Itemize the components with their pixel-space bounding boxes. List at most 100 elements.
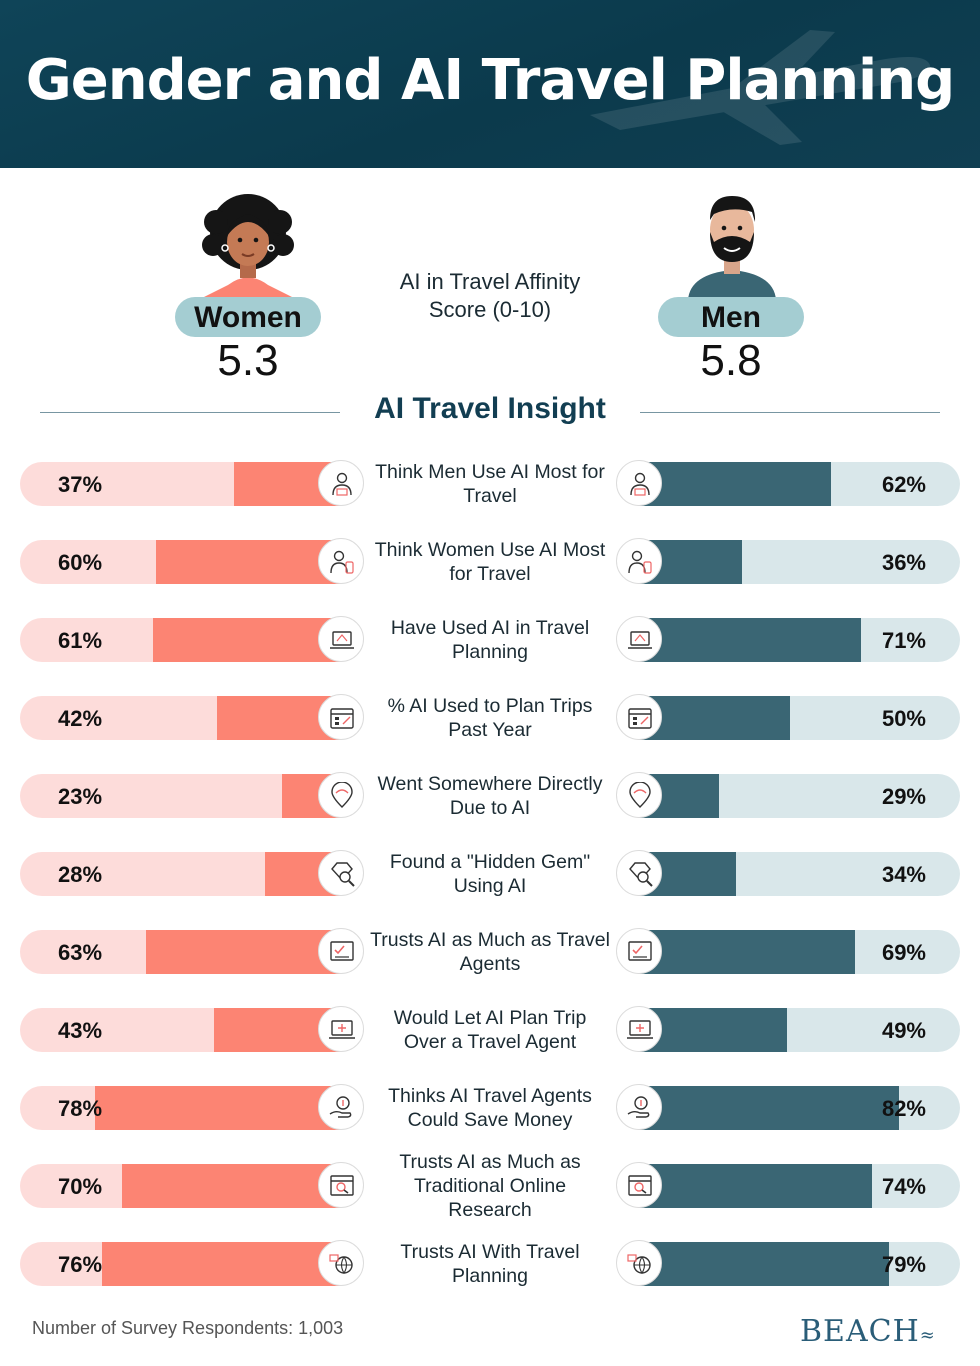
women-label: Women <box>194 301 302 334</box>
category-label: Trusts AI as Much as Travel Agents <box>370 929 610 975</box>
women-bar-track: 78% <box>20 1086 360 1130</box>
men-icon-badge <box>616 460 662 506</box>
insight-row: 70% Trusts AI as Much as Traditional Onli… <box>0 1151 980 1221</box>
men-bar-track: 34% <box>620 852 960 896</box>
women-percent-label: 61% <box>58 628 103 653</box>
women-percent-label: 63% <box>58 940 103 965</box>
calendar-plane-icon <box>330 708 354 729</box>
women-bar-track: 37% <box>20 462 360 506</box>
browser-search-icon <box>628 1175 652 1196</box>
insight-row: 61% Have Used AI in Travel Planning 71% <box>0 616 980 663</box>
category-label: Thinks AI Travel Agents Could Save Money <box>388 1085 592 1131</box>
women-percent-label: 76% <box>58 1252 103 1277</box>
men-percent-label: 62% <box>881 472 926 497</box>
women-bar <box>94 1086 360 1130</box>
women-bar-track: 61% <box>20 618 360 662</box>
women-bar <box>101 1242 360 1286</box>
women-icon-badge <box>318 694 364 740</box>
men-percent-label: 71% <box>881 628 926 653</box>
laptop-plan-icon <box>330 631 354 649</box>
insight-row: 78% Thinks AI Travel Agents Could Save Mo… <box>0 1084 980 1131</box>
women-icon-badge <box>318 1240 364 1286</box>
man-avatar-icon <box>688 196 776 300</box>
men-bar <box>620 1086 899 1130</box>
men-icon-badge <box>616 694 662 740</box>
insight-row: 43% Would Let AI Plan Trip Over a Travel … <box>0 1006 980 1053</box>
men-icon-badge <box>616 616 662 662</box>
gem-search-icon <box>331 862 355 887</box>
woman-traveler-icon <box>330 550 354 574</box>
women-icon-badge <box>318 1162 364 1208</box>
women-icon-badge <box>318 616 364 662</box>
men-icon-badge <box>616 1162 662 1208</box>
men-label-pill: Men <box>658 297 804 337</box>
women-icon-badge <box>318 1006 364 1052</box>
women-percent-label: 60% <box>58 550 103 575</box>
women-icon-badge <box>318 928 364 974</box>
women-bar-track: 60% <box>20 540 360 584</box>
men-bar-track: 79% <box>620 1242 960 1286</box>
women-percent-label: 23% <box>58 784 103 809</box>
men-bar-track: 29% <box>620 774 960 818</box>
category-label: Would Let AI Plan Trip Over a Travel Age… <box>393 1007 587 1053</box>
women-bar-track: 76% <box>20 1242 360 1286</box>
browser-search-icon <box>330 1175 354 1196</box>
location-pin-icon <box>629 782 651 808</box>
men-percent-label: 34% <box>881 862 926 887</box>
women-percent-label: 42% <box>58 706 103 731</box>
category-label: Went Somewhere Directly Due to AI <box>377 773 603 819</box>
category-label: Trusts AI as Much as Traditional Online … <box>399 1151 581 1221</box>
divider-left <box>40 412 340 413</box>
category-label: Trusts AI With Travel Planning <box>400 1241 580 1287</box>
men-percent-label: 36% <box>881 550 926 575</box>
laptop-plane-icon <box>329 1020 355 1039</box>
women-bar-track: 23% <box>20 774 360 818</box>
location-pin-icon <box>331 782 353 808</box>
category-label: Think Men Use AI Most for Travel <box>375 461 605 507</box>
gem-search-icon <box>629 862 653 887</box>
men-percent-label: 79% <box>881 1252 926 1277</box>
men-percent-label: 50% <box>881 706 926 731</box>
divider-right <box>640 412 940 413</box>
men-bar-track: 62% <box>620 462 960 506</box>
insight-row: 63% Trusts AI as Much as Travel Agents 69% <box>0 928 980 975</box>
men-percent-label: 82% <box>881 1096 926 1121</box>
money-hand-icon <box>329 1096 352 1118</box>
men-bar-track: 36% <box>620 540 960 584</box>
category-label: % AI Used to Plan Trips Past Year <box>387 695 593 741</box>
women-bar-track: 43% <box>20 1008 360 1052</box>
women-icon-badge <box>318 850 364 896</box>
women-label-pill: Women <box>175 297 321 337</box>
women-score: 5.3 <box>217 336 279 385</box>
insight-row: 76% Trusts AI With Travel Planning 79% <box>0 1240 980 1287</box>
insight-row: 42% % AI Used to Plan Trips Past Year 50% <box>0 694 980 741</box>
calendar-plane-icon <box>628 708 652 729</box>
beach-logo-text: BEACH <box>800 1314 920 1349</box>
men-bar-track: 69% <box>620 930 960 974</box>
header-banner: Gender and AI Travel Planning <box>0 0 980 168</box>
laptop-plan-icon <box>628 631 652 649</box>
men-percent-label: 29% <box>881 784 926 809</box>
women-percent-label: 37% <box>58 472 103 497</box>
men-percent-label: 74% <box>881 1174 926 1199</box>
page-title: Gender and AI Travel Planning <box>25 48 955 113</box>
men-icon-badge <box>616 1084 662 1130</box>
women-percent-label: 78% <box>58 1096 103 1121</box>
women-percent-label: 28% <box>58 862 103 887</box>
category-label: Found a "Hidden Gem" Using AI <box>389 851 591 897</box>
globe-devices-icon <box>627 1254 651 1275</box>
money-hand-icon <box>627 1096 650 1118</box>
men-score: 5.8 <box>700 336 762 385</box>
men-icon-badge <box>616 850 662 896</box>
women-percent-label: 43% <box>58 1018 103 1043</box>
men-bar-track: 74% <box>620 1164 960 1208</box>
men-bar-track: 49% <box>620 1008 960 1052</box>
globe-devices-icon <box>329 1254 353 1275</box>
men-icon-badge <box>616 772 662 818</box>
section-title: AI Travel Insight <box>374 392 606 425</box>
women-icon-badge <box>318 1084 364 1130</box>
men-icon-badge <box>616 1240 662 1286</box>
men-bar-track: 50% <box>620 696 960 740</box>
women-bar-track: 63% <box>20 930 360 974</box>
women-bar-track: 70% <box>20 1164 360 1208</box>
